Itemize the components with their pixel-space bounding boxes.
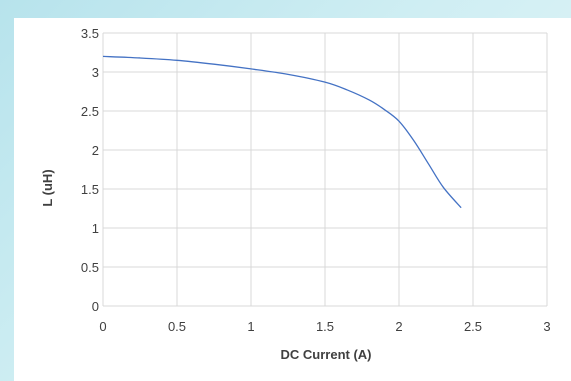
y-tick-label-0: 0	[92, 299, 99, 314]
x-tick-label-5: 2.5	[464, 319, 482, 334]
x-tick-label-1: 0.5	[168, 319, 186, 334]
inductance-chart: 0 0.5 1 1.5 2 2.5 3 0 0.5 1 1.5 2 2.5 3 3.5 DC Curren…	[40, 26, 551, 362]
series-layer	[102, 55, 462, 209]
y-tick-label-3: 1.5	[81, 182, 99, 197]
chart-card: 0 0.5 1 1.5 2 2.5 3 0 0.5 1 1.5 2 2.5 3 3.5 DC Curren…	[14, 18, 571, 381]
x-tick-label-2: 1	[247, 319, 254, 334]
x-axis-title: DC Current (A)	[281, 347, 372, 362]
series-line-0	[102, 55, 462, 209]
x-tick-label-4: 2	[395, 319, 402, 334]
y-tick-labels: 0 0.5 1 1.5 2 2.5 3 3.5	[81, 26, 99, 314]
y-tick-label-5: 2.5	[81, 104, 99, 119]
y-tick-label-2: 1	[92, 221, 99, 236]
y-tick-label-7: 3.5	[81, 26, 99, 41]
x-tick-label-6: 3	[543, 319, 550, 334]
grid-lines	[102, 32, 548, 307]
y-tick-label-1: 0.5	[81, 260, 99, 275]
x-tick-label-0: 0	[99, 319, 106, 334]
y-tick-label-6: 3	[92, 65, 99, 80]
x-tick-label-3: 1.5	[316, 319, 334, 334]
y-axis-title: L (uH)	[40, 169, 55, 206]
x-tick-labels: 0 0.5 1 1.5 2 2.5 3	[99, 319, 550, 334]
y-tick-label-4: 2	[92, 143, 99, 158]
